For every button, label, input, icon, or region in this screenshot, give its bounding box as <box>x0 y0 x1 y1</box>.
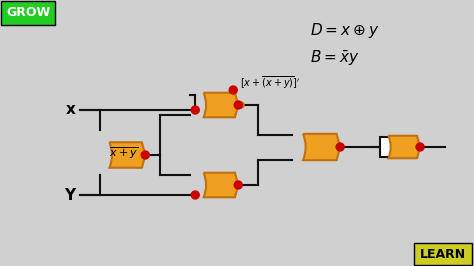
Text: GROW: GROW <box>6 6 51 19</box>
PathPatch shape <box>388 136 420 158</box>
Text: $D = x \oplus y$: $D = x \oplus y$ <box>310 20 380 39</box>
Circle shape <box>416 143 424 151</box>
Circle shape <box>229 86 237 94</box>
PathPatch shape <box>204 93 238 117</box>
Text: x: x <box>65 102 75 118</box>
PathPatch shape <box>109 142 146 168</box>
FancyBboxPatch shape <box>380 137 402 157</box>
Text: $[x + \overline{(x+y)}]'$: $[x + \overline{(x+y)}]'$ <box>240 74 301 92</box>
Text: LEARN: LEARN <box>420 247 466 260</box>
Circle shape <box>141 151 149 159</box>
Text: $B = \bar{x}y$: $B = \bar{x}y$ <box>310 48 360 68</box>
Text: Y: Y <box>64 188 75 202</box>
Text: $\overline{x + y}$: $\overline{x + y}$ <box>109 145 138 161</box>
Circle shape <box>234 181 242 189</box>
Circle shape <box>336 143 344 151</box>
Circle shape <box>191 191 199 199</box>
PathPatch shape <box>204 173 238 197</box>
FancyBboxPatch shape <box>414 243 472 265</box>
Circle shape <box>234 101 242 109</box>
FancyBboxPatch shape <box>1 1 55 25</box>
Circle shape <box>238 102 244 108</box>
PathPatch shape <box>303 134 340 160</box>
Circle shape <box>191 106 199 114</box>
